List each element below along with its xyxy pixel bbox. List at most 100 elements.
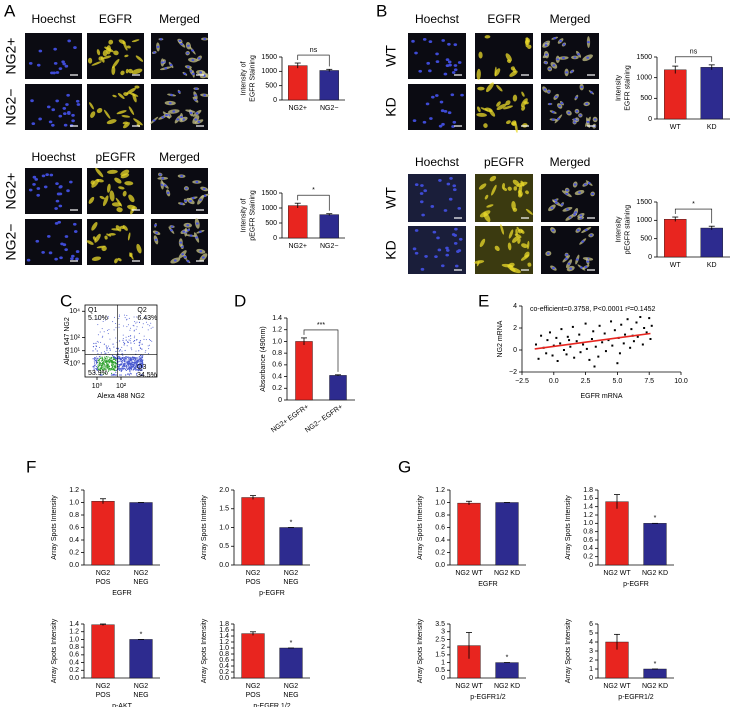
event <box>123 365 125 368</box>
nucleus <box>422 120 427 124</box>
nucleus <box>440 109 445 113</box>
event <box>130 369 132 371</box>
event <box>138 360 140 362</box>
y-tick-label: 4 <box>513 303 517 310</box>
nucleus <box>559 39 562 43</box>
bar <box>495 502 519 566</box>
nucleus <box>593 118 597 121</box>
cell <box>129 92 139 97</box>
cell <box>476 68 481 80</box>
x-tick-label: NG2 <box>134 570 149 577</box>
y-tick-label: 0 <box>648 254 652 261</box>
bar <box>457 502 481 566</box>
cell <box>496 101 501 107</box>
event <box>104 372 107 375</box>
significance-label: * <box>654 661 657 668</box>
micrograph <box>25 33 82 79</box>
cell <box>514 121 518 133</box>
event <box>149 338 151 340</box>
event <box>139 343 141 345</box>
nucleus <box>435 94 439 97</box>
nucleus <box>558 104 562 108</box>
event <box>152 326 154 328</box>
scatter-point <box>622 342 625 345</box>
event <box>113 329 115 331</box>
x-tick-label: WT <box>670 124 682 131</box>
cell <box>525 190 529 195</box>
nucleus <box>437 248 442 252</box>
nucleus <box>26 258 31 262</box>
nucleus <box>32 182 36 186</box>
event <box>150 322 152 324</box>
cell <box>477 106 481 113</box>
nucleus <box>73 230 78 233</box>
panel-letter: A <box>4 1 16 20</box>
event <box>115 367 117 369</box>
event <box>145 339 147 341</box>
cell <box>477 86 485 91</box>
event <box>135 358 137 360</box>
event <box>97 318 99 320</box>
event <box>136 321 138 323</box>
cell <box>516 181 528 188</box>
event <box>93 362 96 364</box>
event <box>125 356 127 358</box>
nucleus <box>72 222 77 226</box>
x-tick-label: NG2 KD <box>494 570 520 577</box>
cell <box>111 65 116 76</box>
event <box>136 372 138 375</box>
micrograph <box>475 82 533 133</box>
event <box>110 374 112 376</box>
nucleus <box>30 99 34 103</box>
row-label: NG2− <box>3 89 19 126</box>
event <box>133 359 135 361</box>
event <box>130 363 132 365</box>
nucleus <box>435 60 440 64</box>
column-header: Merged <box>550 155 591 169</box>
event <box>106 347 108 349</box>
nucleus <box>180 175 184 178</box>
cell <box>136 243 142 254</box>
cell <box>114 177 122 184</box>
y-tick-label: 1.6 <box>583 495 593 502</box>
event <box>101 368 103 370</box>
event <box>123 314 125 316</box>
nucleus <box>63 112 67 116</box>
scatter-point <box>556 360 559 362</box>
nucleus <box>169 63 173 67</box>
event <box>102 361 105 363</box>
event <box>128 335 130 337</box>
scatter-point <box>540 334 543 337</box>
nucleus <box>59 256 63 260</box>
nucleus <box>43 185 48 189</box>
nucleus <box>573 121 577 124</box>
cell <box>494 66 497 77</box>
nucleus <box>38 49 43 53</box>
scatter-point <box>629 346 632 349</box>
event <box>110 358 112 360</box>
event <box>147 324 149 326</box>
nucleus <box>32 175 37 179</box>
nucleus <box>574 96 578 99</box>
event <box>133 329 135 331</box>
image-background <box>25 168 82 214</box>
event <box>107 370 110 372</box>
cell <box>133 118 143 126</box>
scatter-point <box>650 324 653 327</box>
event <box>105 365 107 367</box>
event <box>100 371 102 374</box>
event <box>129 356 131 358</box>
event <box>141 326 143 328</box>
cell <box>113 50 119 56</box>
y-tick-label: 1.4 <box>69 621 79 628</box>
nucleus <box>412 247 417 251</box>
event <box>131 349 133 351</box>
event <box>125 374 127 376</box>
event <box>129 366 131 368</box>
event <box>126 318 128 320</box>
significance-label: * <box>692 201 695 208</box>
nucleus <box>62 62 66 66</box>
event <box>111 374 114 376</box>
nucleus <box>546 252 550 255</box>
y-tick-label: 10⁴ <box>69 308 80 315</box>
